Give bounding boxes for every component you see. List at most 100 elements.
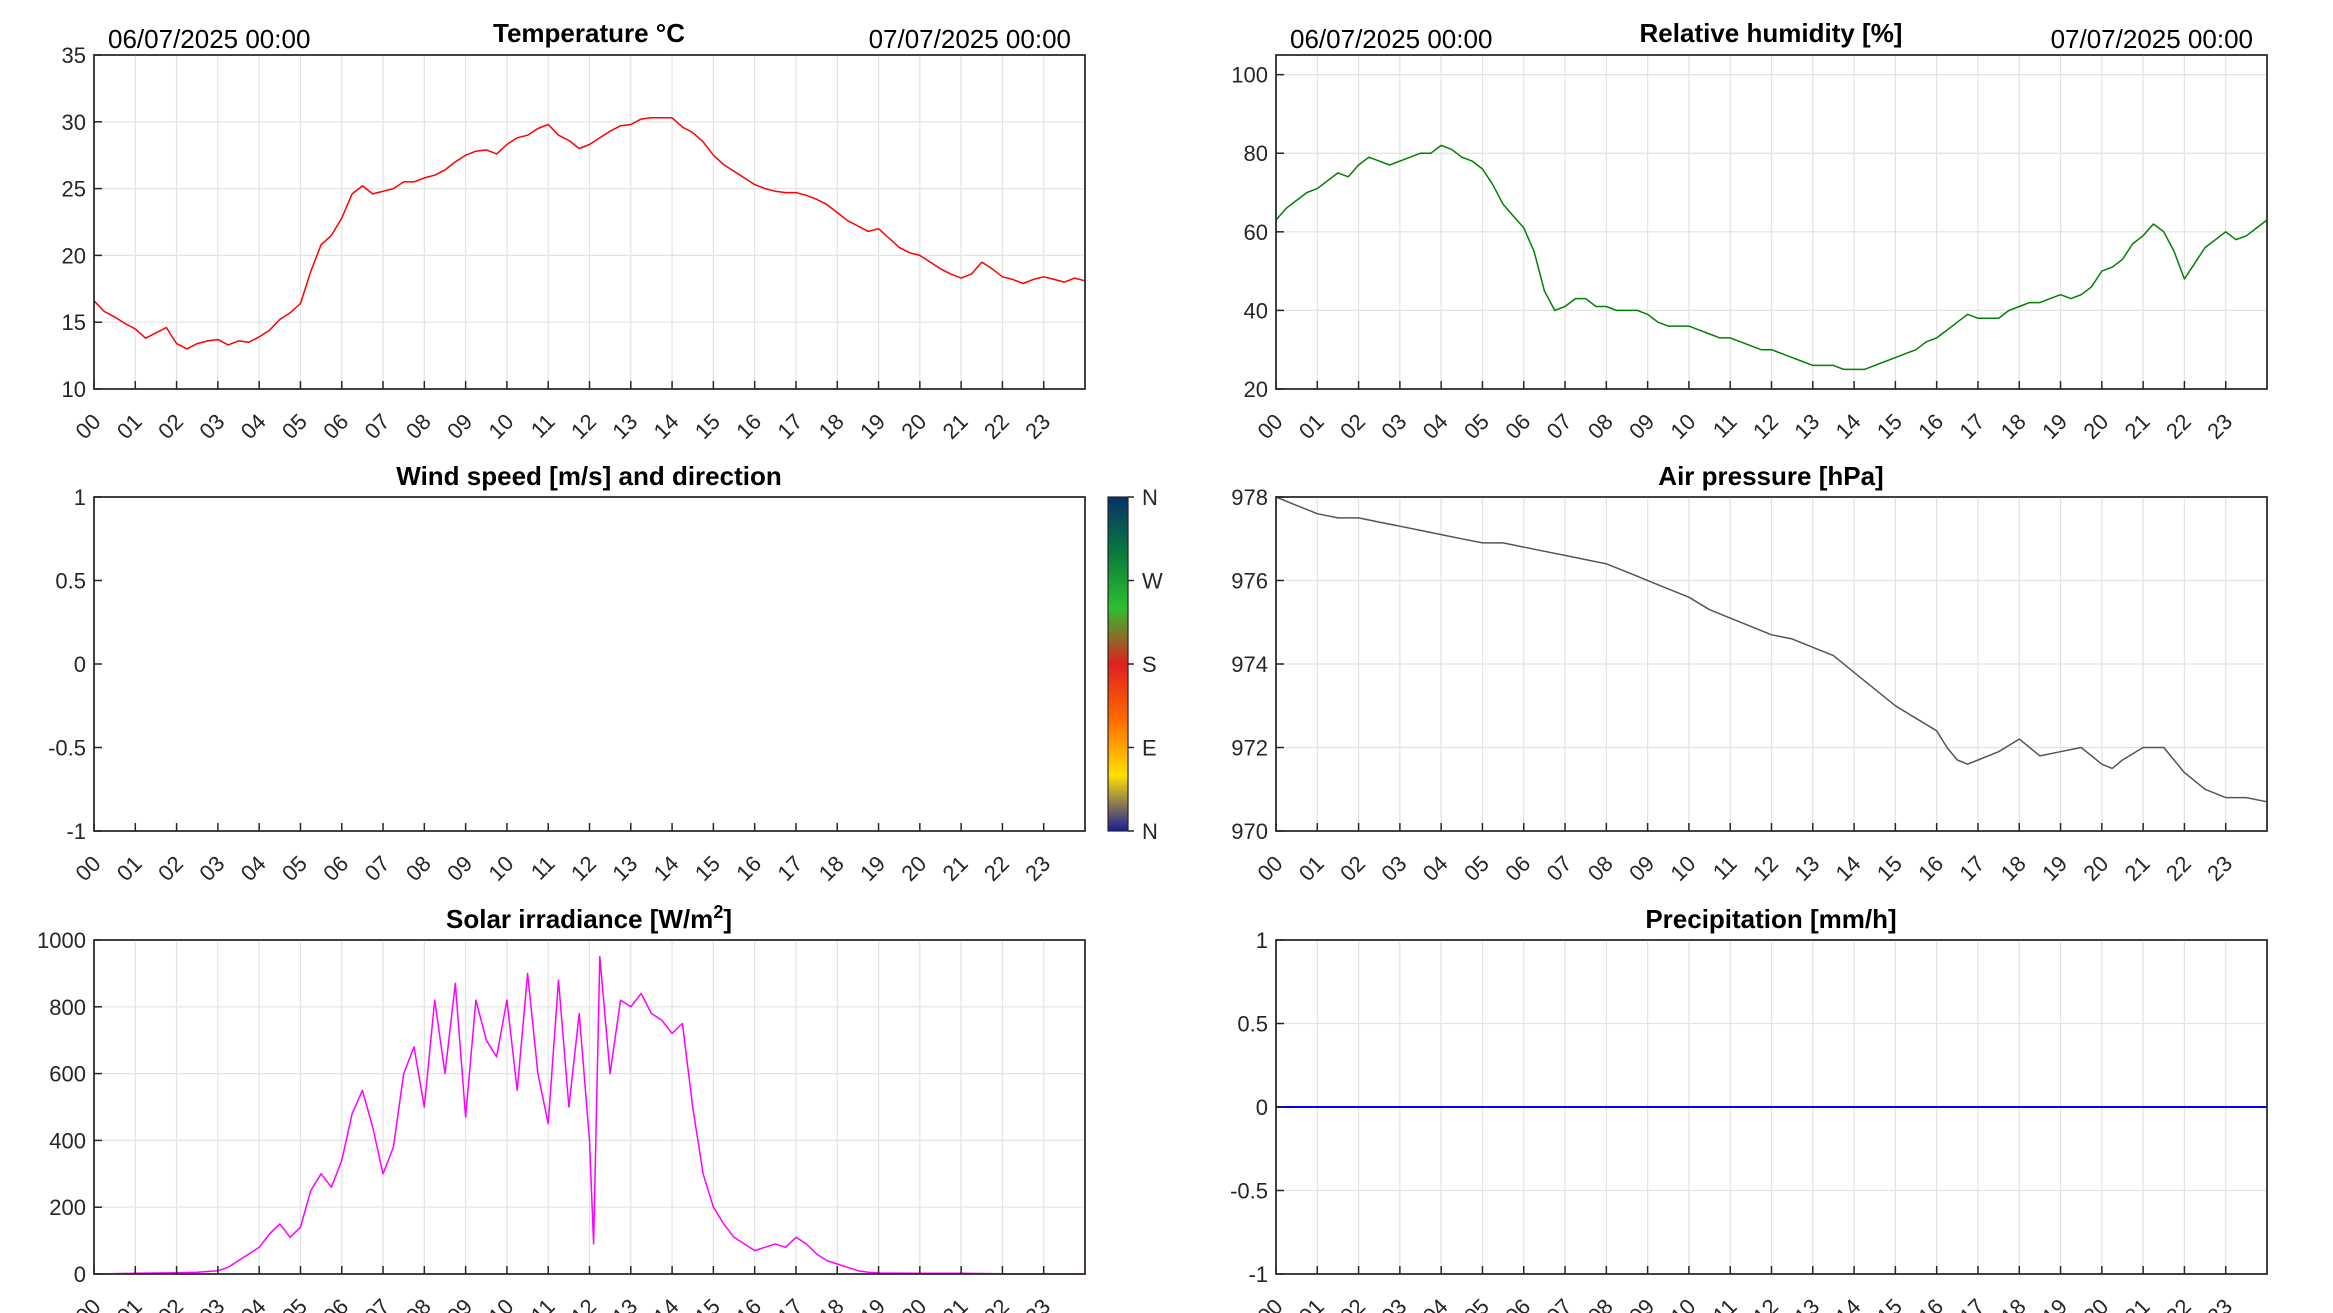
humidity-date-end: 07/07/2025 00:00 [2051, 24, 2253, 54]
precipitation-xtick-label: 08 [1583, 1294, 1618, 1313]
wind-ytick-label: 0.5 [55, 569, 86, 594]
temperature-xtick-label: 01 [112, 409, 147, 444]
temperature-xtick-label: 20 [896, 409, 931, 444]
wind-xtick-label: 12 [566, 851, 601, 886]
pressure-xtick-label: 18 [1996, 851, 2031, 886]
humidity-ytick-label: 60 [1244, 220, 1268, 245]
temperature-xtick-label: 00 [71, 409, 106, 444]
temperature-xtick-label: 13 [607, 409, 642, 444]
temperature-xtick-label: 05 [277, 409, 312, 444]
solar-xtick-label: 19 [855, 1294, 890, 1313]
pressure-ytick-label: 974 [1231, 652, 1268, 677]
colorbar-label: S [1142, 652, 1157, 677]
pressure-grid [1276, 497, 2267, 831]
wind-xtick-label: 03 [194, 851, 229, 886]
colorbar-labels: N W S E N [1128, 485, 1163, 844]
wind-ytick-label: 1 [74, 485, 86, 510]
pressure-panel: 970 972 974 976 978 00 01 02 03 04 05 06 07 08 09 10 11… [1231, 461, 2268, 886]
humidity-xtick-label: 08 [1583, 409, 1618, 444]
humidity-xtick-label: 15 [1872, 409, 1907, 444]
humidity-ytick-label: 20 [1244, 377, 1268, 402]
wind-xtick-label: 00 [71, 851, 106, 886]
temperature-xtick-label: 12 [566, 409, 601, 444]
colorbar-label: E [1142, 736, 1157, 761]
wind-xtick-label: 07 [360, 851, 395, 886]
wind-title: Wind speed [m/s] and direction [396, 461, 781, 491]
temperature-xtick-label: 21 [938, 409, 973, 444]
wind-ytick-label: -0.5 [48, 736, 86, 761]
colorbar-label: N [1142, 485, 1158, 510]
solar-series-line [93, 955, 1086, 1275]
precipitation-xtick-label: 21 [2120, 1294, 2155, 1313]
wind-xtick-label: 05 [277, 851, 312, 886]
pressure-xtick-label: 15 [1872, 851, 1907, 886]
pressure-xtick-label: 17 [1955, 851, 1990, 886]
precipitation-ytick-label: -1 [1248, 1262, 1268, 1287]
humidity-yticks: 20 40 60 80 100 [1231, 63, 1284, 402]
temperature-xtick-label: 22 [979, 409, 1014, 444]
solar-xtick-label: 21 [938, 1294, 973, 1313]
solar-xtick-label: 16 [731, 1294, 766, 1313]
solar-xtick-label: 08 [401, 1294, 436, 1313]
wind-yticks: -1 -0.5 0 0.5 1 [48, 485, 102, 844]
pressure-xtick-label: 09 [1624, 851, 1659, 886]
humidity-xtick-label: 14 [1831, 409, 1866, 444]
humidity-ytick-label: 40 [1244, 298, 1268, 323]
solar-xtick-label: 12 [566, 1294, 601, 1313]
precipitation-xtick-label: 11 [1708, 1294, 1742, 1313]
solar-panel: 0 200 400 600 800 1000 00 01 02 03 04 05 06 07 08 09 10… [37, 902, 1086, 1313]
solar-xtick-label: 02 [153, 1294, 188, 1313]
pressure-xticks: 00 01 02 03 04 05 06 07 08 09 10 11 12 13 14 15 16 17 18 19… [1253, 823, 2237, 886]
solar-grid [94, 940, 1085, 1274]
pressure-xtick-label: 07 [1542, 851, 1577, 886]
temperature-grid [94, 55, 1085, 389]
solar-xtick-label: 06 [318, 1294, 353, 1313]
humidity-xtick-label: 13 [1789, 409, 1824, 444]
temperature-xtick-label: 08 [401, 409, 436, 444]
solar-xtick-label: 10 [483, 1294, 518, 1313]
humidity-xtick-label: 19 [2037, 409, 2072, 444]
solar-xtick-label: 23 [1020, 1294, 1055, 1313]
pressure-xtick-label: 06 [1500, 851, 1535, 886]
solar-title-sup: 2 [713, 902, 723, 922]
pressure-title: Air pressure [hPa] [1658, 461, 1883, 491]
solar-ytick-label: 800 [49, 995, 86, 1020]
temperature-ytick-label: 15 [62, 310, 86, 335]
wind-xtick-label: 15 [690, 851, 725, 886]
precipitation-xtick-label: 06 [1500, 1294, 1535, 1313]
wind-xtick-label: 22 [979, 851, 1014, 886]
temperature-xtick-label: 07 [360, 409, 395, 444]
wind-xtick-label: 23 [1020, 851, 1055, 886]
pressure-xtick-label: 11 [1708, 851, 1742, 885]
solar-xtick-label: 15 [690, 1294, 725, 1313]
precipitation-xtick-label: 18 [1996, 1294, 2031, 1313]
precipitation-xtick-label: 00 [1253, 1294, 1288, 1313]
precipitation-ytick-label: 0 [1256, 1095, 1268, 1120]
solar-ytick-label: 0 [74, 1262, 86, 1287]
humidity-xtick-label: 23 [2202, 409, 2237, 444]
solar-xtick-label: 05 [277, 1294, 312, 1313]
humidity-xtick-label: 03 [1376, 409, 1411, 444]
temperature-ytick-label: 25 [62, 177, 86, 202]
pressure-xtick-label: 21 [2120, 851, 2155, 886]
humidity-xtick-label: 07 [1542, 409, 1577, 444]
solar-yticks: 0 200 400 600 800 1000 [37, 928, 102, 1287]
solar-title-end: ] [723, 904, 732, 934]
humidity-xtick-label: 00 [1253, 409, 1288, 444]
precipitation-xtick-label: 02 [1335, 1294, 1370, 1313]
precipitation-xtick-label: 22 [2161, 1294, 2196, 1313]
wind-xtick-label: 04 [236, 851, 271, 886]
wind-xtick-label: 02 [153, 851, 188, 886]
temperature-xtick-label: 11 [526, 409, 560, 443]
pressure-xtick-label: 04 [1418, 851, 1453, 886]
temperature-ytick-label: 35 [62, 43, 86, 68]
humidity-xtick-label: 06 [1500, 409, 1535, 444]
humidity-xtick-label: 02 [1335, 409, 1370, 444]
humidity-xtick-label: 17 [1955, 409, 1990, 444]
wind-ytick-label: -1 [66, 819, 86, 844]
solar-xtick-label: 17 [773, 1294, 808, 1313]
humidity-xtick-label: 11 [1708, 409, 1742, 443]
wind-xtick-label: 14 [649, 851, 684, 886]
humidity-ytick-label: 100 [1231, 63, 1268, 88]
temperature-xtick-label: 17 [773, 409, 808, 444]
